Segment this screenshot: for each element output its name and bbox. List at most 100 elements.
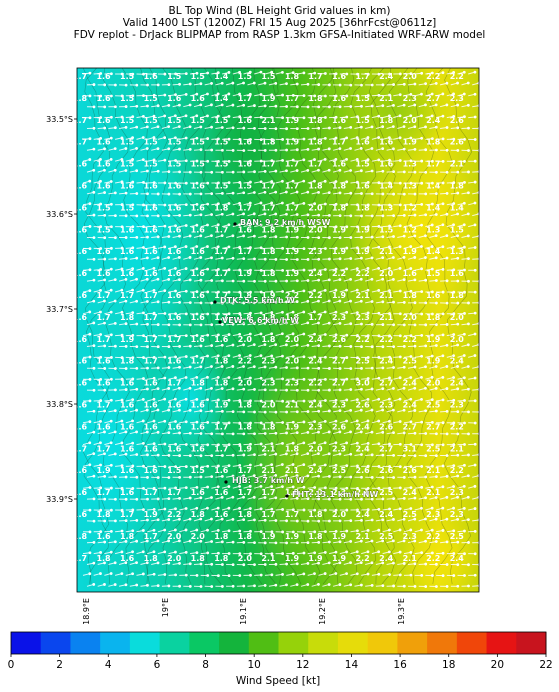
wind-arrow-head [420,92,423,96]
wind-arrow-head [366,203,370,207]
wind-arrow-head [402,234,406,238]
wind-arrow-head [227,114,231,118]
wind-arrow-head [199,170,203,174]
colorbar-tick-label: 10 [247,659,260,671]
wind-arrow-head [103,257,107,261]
wind-arrow-head [248,92,252,96]
wind-arrow-head [398,136,402,140]
wind-arrow-head [413,234,417,238]
wind-arrow-head [152,203,156,207]
wind-arrow-head [370,192,374,196]
wind-arrow-head [220,148,224,152]
wind-arrow-head [430,71,434,75]
wind-arrow-head [206,137,210,140]
wind-arrow-head [306,236,310,239]
wind-arrow-head [242,212,245,216]
wind-arrow-head [195,223,199,227]
wind-arrow-head [163,224,167,228]
contour-line [216,68,245,585]
wind-arrow-head [231,234,235,238]
wind-arrow-head [295,213,299,216]
colorbar-segment [427,632,458,654]
wind-arrow-head [274,148,278,152]
wind-arrow-head [434,256,438,260]
wind-arrow-head [291,179,295,183]
wind-arrow-head [281,268,284,272]
colorbar-segment [40,632,71,654]
wind-arrow-head [430,245,434,248]
colorbar-segment [189,632,220,654]
wind-arrow-head [199,125,203,129]
wind-arrow-head [146,104,149,108]
wind-arrow-head [345,180,349,184]
wind-arrow-head [366,94,370,97]
wind-arrow-head [317,213,321,217]
wind-arrow-head [252,191,256,194]
wind-arrow-head [285,258,288,261]
wind-arrow-head [355,136,359,140]
wind-arrow-head [231,103,235,107]
wind-arrow-head [295,148,299,152]
wind-arrow-head [280,179,284,183]
wind-arrow-head [430,92,434,96]
wind-arrow-head [388,72,391,76]
wind-arrow-head [338,214,342,218]
wind-arrow-head [349,257,353,260]
wind-arrow-head [345,94,349,98]
wind-arrow-head [109,202,113,206]
wind-arrow-head [302,94,306,98]
wind-arrow-head [88,158,92,161]
wind-arrow-head [424,170,428,174]
title-line-1: BL Top Wind (BL Height Grid values in km… [168,5,391,17]
title-line-2: Valid 1400 LST (1200Z) FRI 15 Aug 2025 [… [122,17,437,29]
wind-arrow-head [462,245,466,249]
wind-arrow-head [145,147,149,150]
wind-arrow-head [167,147,171,151]
wind-arrow-head [135,235,139,239]
wind-arrow-head [360,83,363,87]
wind-arrow-head [456,170,460,174]
colorbar-segment [11,632,42,654]
wind-arrow-head [146,83,149,87]
wind-arrow-head [99,116,103,119]
wind-arrow-head [248,223,252,227]
wind-arrow-head [103,83,107,87]
wind-arrow-head [462,70,466,74]
wind-arrow-head [227,223,231,227]
wind-arrow-head [345,267,349,271]
wind-arrow-head [210,148,214,152]
wind-arrow-head [206,267,210,271]
contour-line [311,68,339,585]
wind-arrow-head [349,125,353,129]
wind-arrow-head [281,70,284,74]
wind-arrow-head [413,213,417,217]
wind-arrow-head [327,168,331,172]
wind-arrow-head [356,225,359,229]
wind-arrow-head [142,72,145,76]
wind-arrow-head [285,105,288,108]
wind-arrow-head [167,256,171,259]
wind-arrow-head [398,181,402,185]
wind-arrow-head [242,149,246,152]
wind-arrow-head [103,213,107,217]
wind-arrow-head [231,191,235,195]
wind-arrow-head [263,190,267,194]
wind-arrow-head [291,137,295,141]
wind-arrow-head [210,256,213,260]
contour-line [367,68,396,585]
wind-arrow-head [306,147,310,151]
colorbar-tick-label: 4 [105,659,112,671]
wind-arrow-head [456,191,460,195]
wind-arrow-head [441,159,445,163]
wind-arrow-head [124,214,128,218]
wind-arrow-head [195,92,199,96]
wind-arrow-head [92,147,96,151]
wind-arrow-head [227,92,231,96]
wind-arrow-head [253,104,256,107]
wind-arrow-head [199,82,203,86]
wind-arrow-head [317,147,320,151]
wind-arrow-head [377,72,381,76]
wind-arrow-head [317,126,321,130]
wind-arrow-head [145,277,149,281]
